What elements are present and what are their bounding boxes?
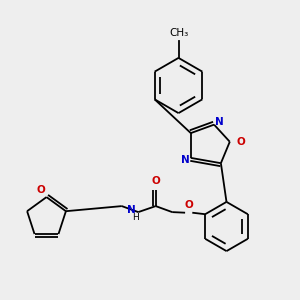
- Text: O: O: [236, 137, 245, 147]
- Text: CH₃: CH₃: [169, 28, 188, 38]
- Text: N: N: [127, 205, 135, 215]
- Text: N: N: [181, 155, 190, 165]
- Text: O: O: [151, 176, 160, 186]
- Text: H: H: [132, 213, 139, 222]
- Text: O: O: [184, 200, 193, 210]
- Text: N: N: [215, 117, 224, 127]
- Text: O: O: [37, 185, 46, 195]
